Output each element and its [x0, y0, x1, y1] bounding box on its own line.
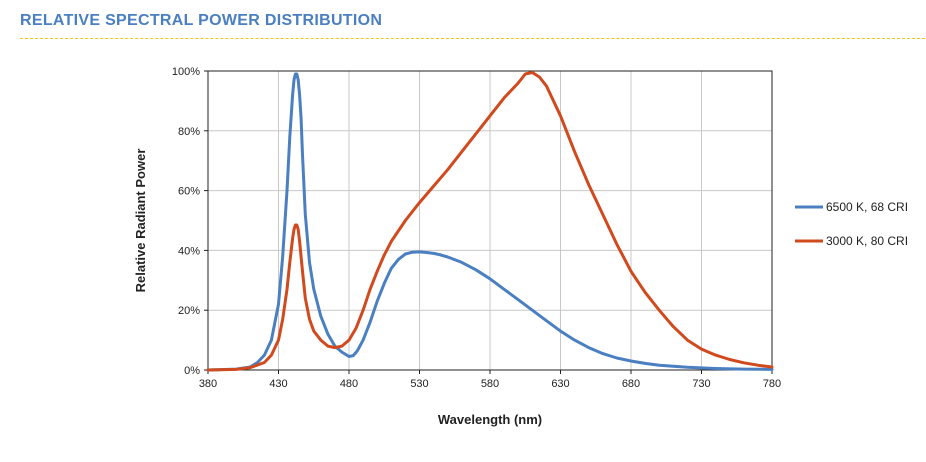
x-tick-label: 630	[551, 378, 569, 390]
x-axis-title: Wavelength (nm)	[438, 412, 542, 427]
y-tick-label: 0%	[184, 365, 200, 377]
legend: 6500 K, 68 CRI 3000 K, 80 CRI	[795, 200, 908, 248]
x-tick-label: 430	[269, 378, 287, 390]
y-tick-label: 20%	[178, 305, 200, 317]
legend-label: 6500 K, 68 CRI	[826, 200, 908, 214]
x-tick-label: 730	[692, 378, 710, 390]
x-tick-label: 680	[622, 378, 640, 390]
y-tick-label: 100%	[172, 66, 200, 78]
page-header: RELATIVE SPECTRAL POWER DISTRIBUTION	[20, 12, 926, 39]
y-tick-label: 60%	[178, 186, 200, 198]
series-line-1	[206, 72, 774, 372]
page-title: RELATIVE SPECTRAL POWER DISTRIBUTION	[20, 12, 383, 29]
series-line-2	[206, 71, 774, 372]
title-divider	[20, 38, 925, 39]
y-axis-title: Relative Radiant Power	[133, 149, 148, 293]
x-tick-label: 380	[199, 378, 217, 390]
x-tick-label: 480	[340, 378, 358, 390]
legend-label: 3000 K, 80 CRI	[826, 234, 908, 248]
y-tick-label: 80%	[178, 126, 200, 138]
x-tick-label: 530	[410, 378, 428, 390]
x-tick-label: 580	[481, 378, 499, 390]
y-tick-label: 40%	[178, 245, 200, 257]
x-tick-label: 780	[763, 378, 781, 390]
